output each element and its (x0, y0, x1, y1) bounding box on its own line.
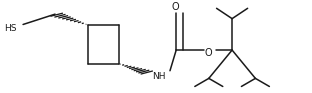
Text: NH: NH (152, 72, 165, 81)
Text: O: O (172, 1, 179, 12)
Text: HS: HS (4, 24, 17, 33)
Text: O: O (204, 48, 212, 58)
